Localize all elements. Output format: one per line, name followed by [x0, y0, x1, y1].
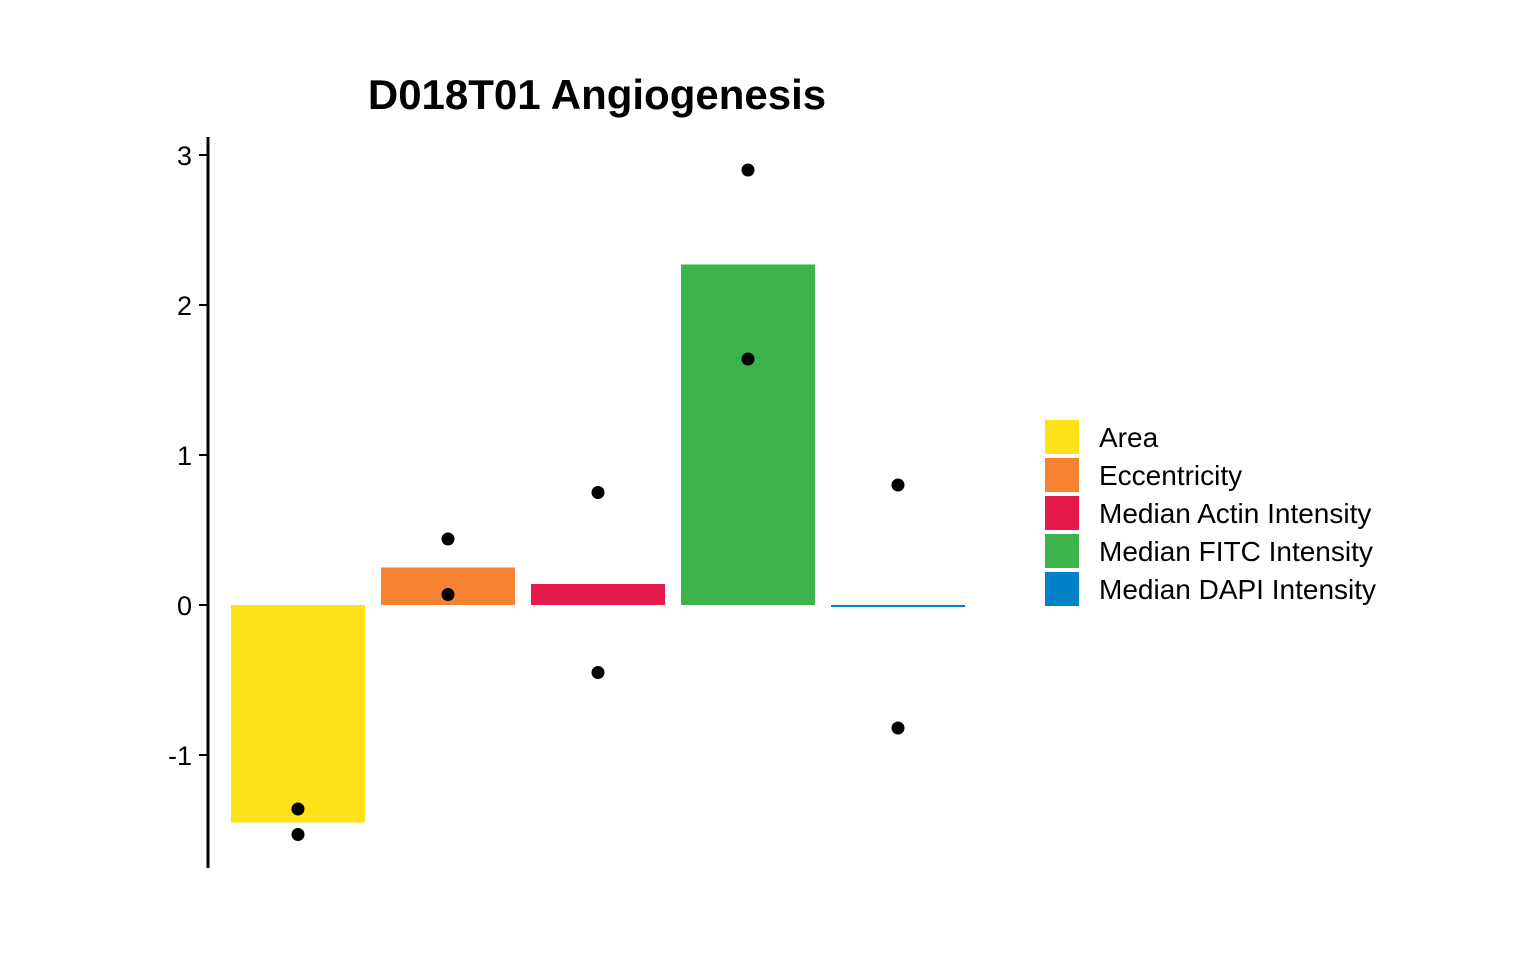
legend-swatch [1045, 420, 1079, 454]
data-point [291, 828, 305, 841]
bar-median-actin-intensity [531, 584, 665, 605]
data-point [441, 588, 455, 601]
legend-label: Median FITC Intensity [1099, 536, 1373, 567]
legend-swatch [1045, 572, 1079, 606]
bar-median-dapi-intensity [831, 605, 965, 607]
bar-median-fitc-intensity [681, 264, 815, 605]
legend-label: Area [1099, 422, 1159, 453]
y-axis: -1 0 1 2 3 [168, 137, 210, 868]
legend-swatch [1045, 458, 1079, 492]
y-tick-label: 1 [177, 441, 192, 471]
data-point [591, 666, 605, 679]
y-tick-label: 2 [177, 291, 192, 321]
y-tick-label: 3 [177, 141, 192, 171]
legend: Area Eccentricity Median Actin Intensity Me… [1045, 420, 1376, 606]
data-point [291, 802, 305, 816]
legend-label: Median Actin Intensity [1099, 498, 1371, 529]
legend-label: Eccentricity [1099, 460, 1242, 491]
bar-area [231, 605, 365, 823]
data-point [591, 486, 605, 499]
legend-swatch [1045, 496, 1079, 530]
legend-label: Median DAPI Intensity [1099, 574, 1376, 605]
data-point [891, 478, 905, 492]
y-tick-label: 0 [177, 591, 192, 621]
legend-swatch [1045, 534, 1079, 568]
data-point [741, 352, 755, 366]
data-points [291, 163, 905, 841]
data-point [441, 532, 455, 546]
y-tick-label: -1 [168, 741, 192, 771]
bars [231, 264, 965, 823]
chart-title: D018T01 Angiogenesis [368, 71, 826, 118]
data-point [891, 721, 905, 735]
data-point [741, 163, 755, 177]
